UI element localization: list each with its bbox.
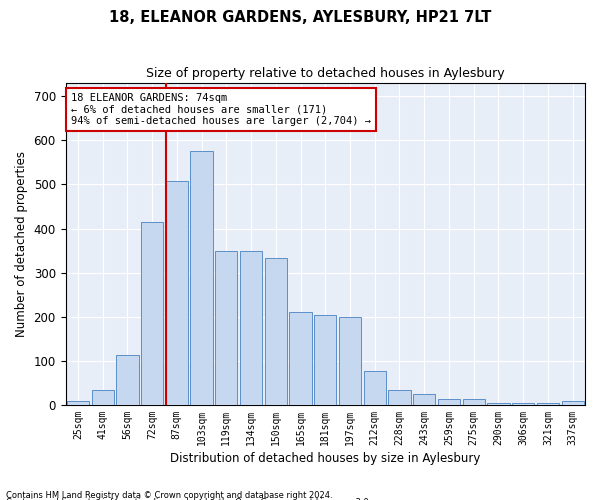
Bar: [339, 317, 361, 405]
Y-axis label: Number of detached properties: Number of detached properties: [15, 151, 28, 337]
Bar: [487, 402, 509, 405]
Text: 18, ELEANOR GARDENS, AYLESBURY, HP21 7LT: 18, ELEANOR GARDENS, AYLESBURY, HP21 7LT: [109, 10, 491, 25]
Bar: [314, 314, 337, 405]
Bar: [562, 402, 584, 405]
Bar: [190, 150, 213, 405]
Bar: [364, 370, 386, 405]
Title: Size of property relative to detached houses in Aylesbury: Size of property relative to detached ho…: [146, 68, 505, 80]
Bar: [413, 394, 436, 405]
Text: Contains HM Land Registry data © Crown copyright and database right 2024.: Contains HM Land Registry data © Crown c…: [6, 490, 332, 500]
Bar: [215, 252, 238, 405]
Bar: [512, 402, 534, 405]
Bar: [289, 312, 311, 405]
Bar: [438, 399, 460, 405]
Bar: [67, 400, 89, 405]
Bar: [141, 222, 163, 405]
Bar: [463, 399, 485, 405]
Bar: [537, 402, 559, 405]
Bar: [240, 252, 262, 405]
Bar: [166, 182, 188, 405]
Text: 18 ELEANOR GARDENS: 74sqm
← 6% of detached houses are smaller (171)
94% of semi-: 18 ELEANOR GARDENS: 74sqm ← 6% of detach…: [71, 92, 371, 126]
Bar: [388, 390, 410, 405]
Text: Contains public sector information licensed under the Open Government Licence v3: Contains public sector information licen…: [6, 498, 371, 500]
Bar: [265, 258, 287, 405]
X-axis label: Distribution of detached houses by size in Aylesbury: Distribution of detached houses by size …: [170, 452, 481, 465]
Bar: [92, 390, 114, 405]
Bar: [116, 355, 139, 405]
